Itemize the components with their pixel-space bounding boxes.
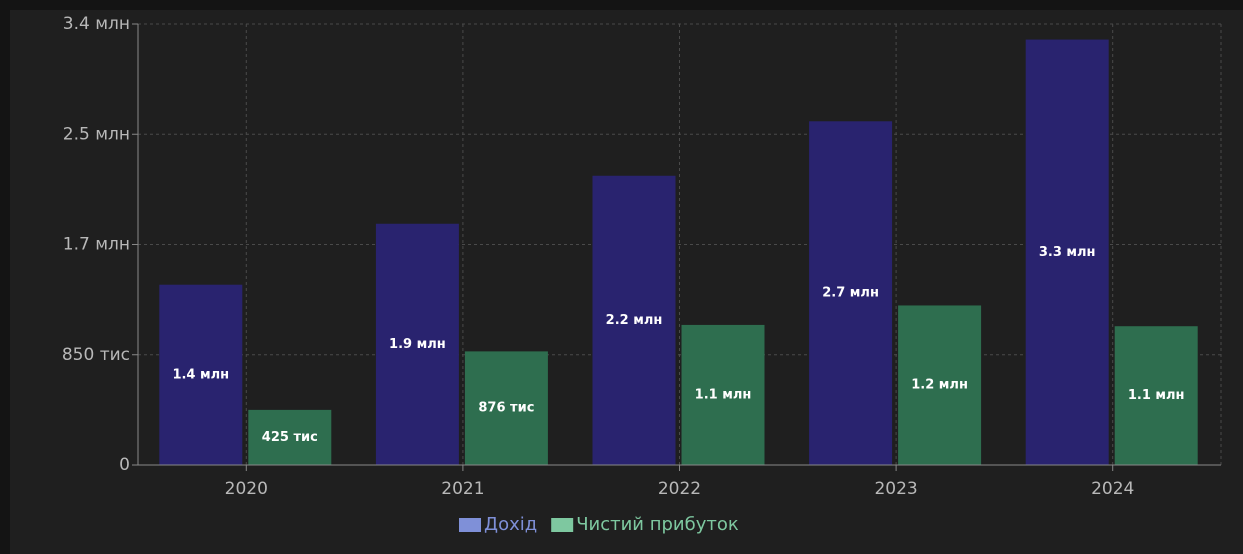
x-tick-label: 2021 [441, 479, 484, 499]
bar [464, 351, 548, 465]
bar [375, 223, 459, 465]
bar [592, 175, 676, 465]
bar [1025, 39, 1109, 466]
x-tick-label: 2022 [658, 479, 701, 499]
legend-swatch [459, 518, 481, 532]
value-label: 1.1 млн [1128, 388, 1185, 403]
y-tick-label: 3.4 млн [63, 14, 130, 34]
bar [809, 121, 893, 465]
legend-label: Чистий прибуток [576, 514, 739, 535]
y-tick-label: 0 [119, 455, 130, 475]
bar [898, 305, 982, 465]
bar [681, 324, 765, 465]
value-label: 876 тис [478, 401, 534, 416]
y-tick-label: 2.5 млн [63, 124, 130, 144]
bar [248, 409, 332, 465]
value-label: 2.2 млн [606, 313, 663, 328]
value-label: 3.3 млн [1039, 245, 1096, 260]
x-tick-label: 2023 [874, 479, 917, 499]
legend-swatch [551, 518, 574, 532]
y-tick-label: 1.7 млн [63, 235, 130, 255]
value-label: 425 тис [262, 430, 318, 445]
value-label: 1.4 млн [172, 367, 229, 382]
value-label: 1.9 млн [389, 337, 446, 352]
value-label: 2.7 млн [822, 286, 879, 301]
legend-label: Дохід [484, 514, 537, 535]
bar [1114, 326, 1198, 465]
value-label: 1.1 млн [695, 387, 752, 402]
x-tick-label: 2020 [225, 479, 268, 499]
y-tick-label: 850 тис [62, 345, 130, 365]
x-tick-label: 2024 [1091, 479, 1134, 499]
bar [159, 284, 243, 465]
value-label: 1.2 млн [911, 378, 968, 393]
